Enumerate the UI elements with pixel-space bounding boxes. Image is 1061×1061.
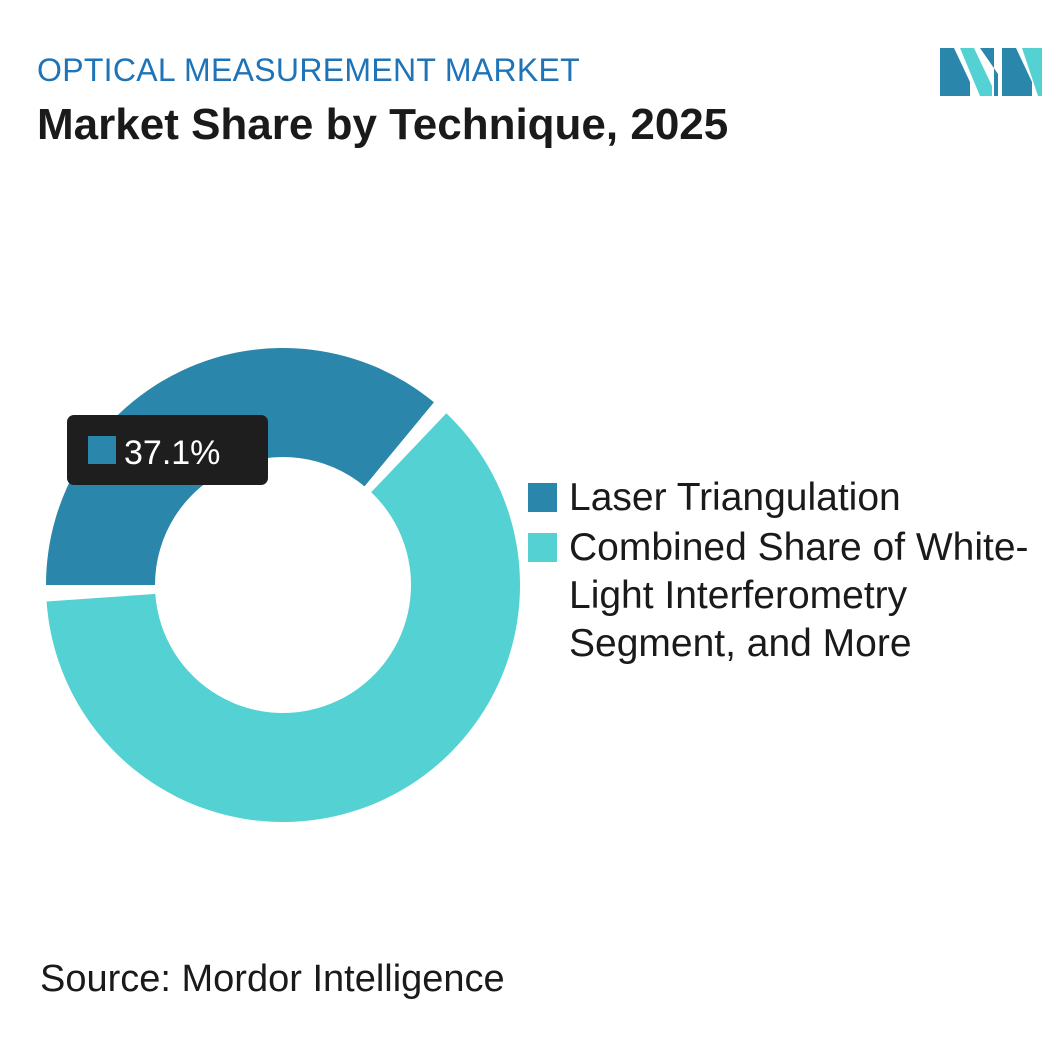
mordor-intelligence-logo-icon bbox=[940, 48, 1042, 96]
logo-shape-3 bbox=[980, 48, 998, 96]
donut-slice-combined-share bbox=[46, 413, 520, 823]
logo-shape-2 bbox=[960, 48, 992, 96]
data-label-swatch bbox=[88, 436, 116, 464]
logo-shape-4 bbox=[1002, 48, 1032, 96]
data-label-box bbox=[67, 415, 268, 485]
legend-swatch-combined-share bbox=[528, 533, 557, 562]
legend: Laser Triangulation Combined Share of Wh… bbox=[528, 474, 1048, 670]
data-label-text: 37.1% bbox=[124, 434, 220, 472]
legend-label-laser-triangulation: Laser Triangulation bbox=[569, 476, 901, 519]
legend-swatch-laser-triangulation bbox=[528, 483, 557, 512]
legend-item-combined-share: Combined Share of White-Light Interferom… bbox=[528, 524, 1048, 668]
legend-label-combined-share: Combined Share of White-Light Interferom… bbox=[569, 526, 1029, 665]
chart-title: Market Share by Technique, 2025 bbox=[37, 100, 729, 149]
source-note: Source: Mordor Intelligence bbox=[40, 958, 505, 1000]
donut-slice-laser-triangulation bbox=[46, 348, 434, 585]
logo-shape-5 bbox=[1022, 48, 1042, 96]
eyebrow-label: OPTICAL MEASUREMENT MARKET bbox=[37, 52, 580, 88]
logo-shape-1 bbox=[940, 48, 970, 96]
donut-chart: 37.1% bbox=[46, 348, 520, 823]
legend-item-laser-triangulation: Laser Triangulation bbox=[528, 474, 1048, 522]
data-label-laser-triangulation: 37.1% bbox=[67, 415, 268, 485]
